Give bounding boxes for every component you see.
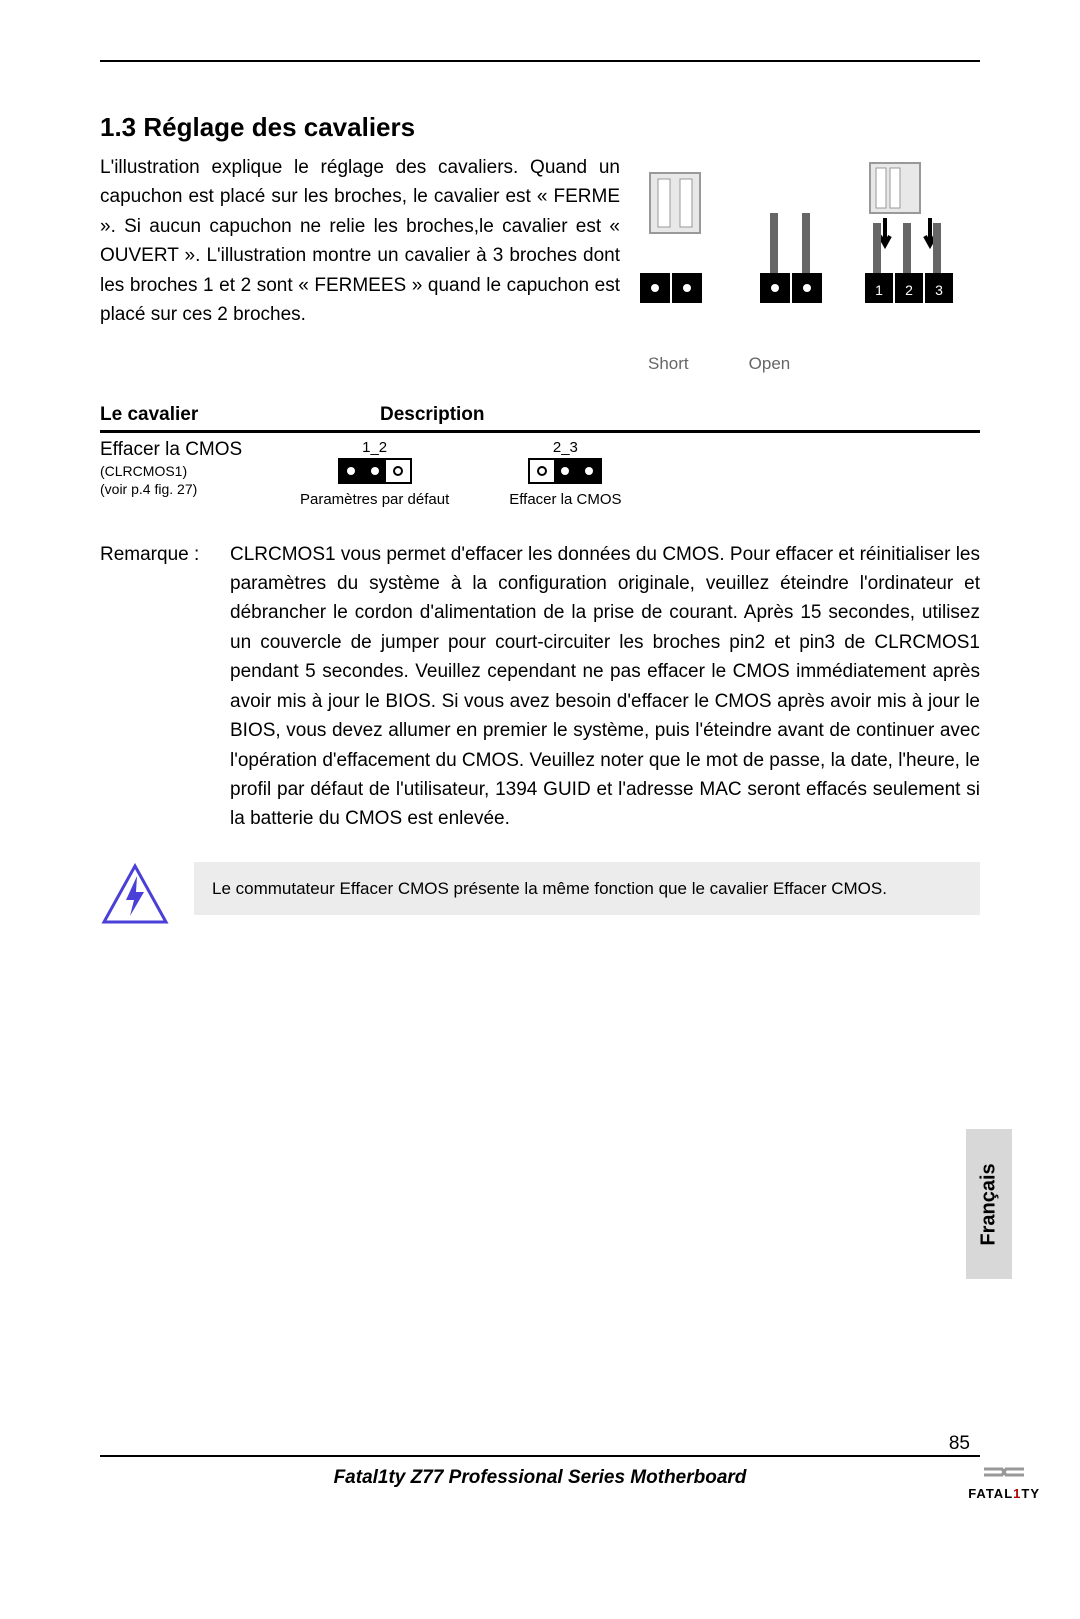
jumper-sub2: (voir p.4 fig. 27) [100, 481, 300, 497]
dia1-top: 1_2 [362, 439, 387, 456]
jumper-illustration: 1 2 3 Short Open [640, 153, 980, 374]
dia2-bottom: Effacer la CMOS [509, 490, 621, 510]
lightning-icon [100, 862, 170, 932]
note-box: Le commutateur Effacer CMOS présente la … [194, 862, 980, 916]
logo-text-pre: FATAL [968, 1486, 1013, 1501]
language-tab-label: Français [978, 1163, 1001, 1245]
dia2-top: 2_3 [553, 439, 578, 456]
remark-label: Remarque : [100, 540, 230, 834]
intro-paragraph: L'illustration explique le réglage des c… [100, 153, 620, 374]
page-number: 85 [949, 1433, 970, 1455]
top-rule [100, 60, 980, 62]
section-title: 1.3 Réglage des cavaliers [100, 112, 980, 143]
language-tab: Français [966, 1129, 1012, 1279]
table-header-description: Description [380, 404, 980, 426]
footer-title: Fatal1ty Z77 Professional Series Motherb… [100, 1467, 980, 1489]
table-row: Effacer la CMOS (CLRCMOS1) (voir p.4 fig… [100, 439, 980, 510]
logo-text-post: TY [1021, 1486, 1040, 1501]
jumper-name: Effacer la CMOS [100, 439, 300, 461]
jumper-sub1: (CLRCMOS1) [100, 463, 300, 479]
svg-text:3: 3 [935, 282, 943, 298]
remark-text: CLRCMOS1 vous permet d'effacer les donné… [230, 540, 980, 834]
table-header: Le cavalier Description [100, 404, 980, 433]
table-header-jumper: Le cavalier [100, 404, 380, 426]
fatal1ty-logo: FATAL1TY [968, 1457, 1040, 1501]
illus-short-label: Short [648, 354, 689, 374]
footer-rule [100, 1455, 980, 1457]
dia1-bottom: Paramètres par défaut [300, 490, 449, 510]
illus-open-label: Open [749, 354, 791, 374]
svg-text:2: 2 [905, 282, 913, 298]
jumper-diagram-default: 1_2 Paramètres par défaut [300, 439, 449, 510]
svg-text:1: 1 [875, 282, 883, 298]
jumper-diagram-clear: 2_3 Effacer la CMOS [509, 439, 621, 510]
